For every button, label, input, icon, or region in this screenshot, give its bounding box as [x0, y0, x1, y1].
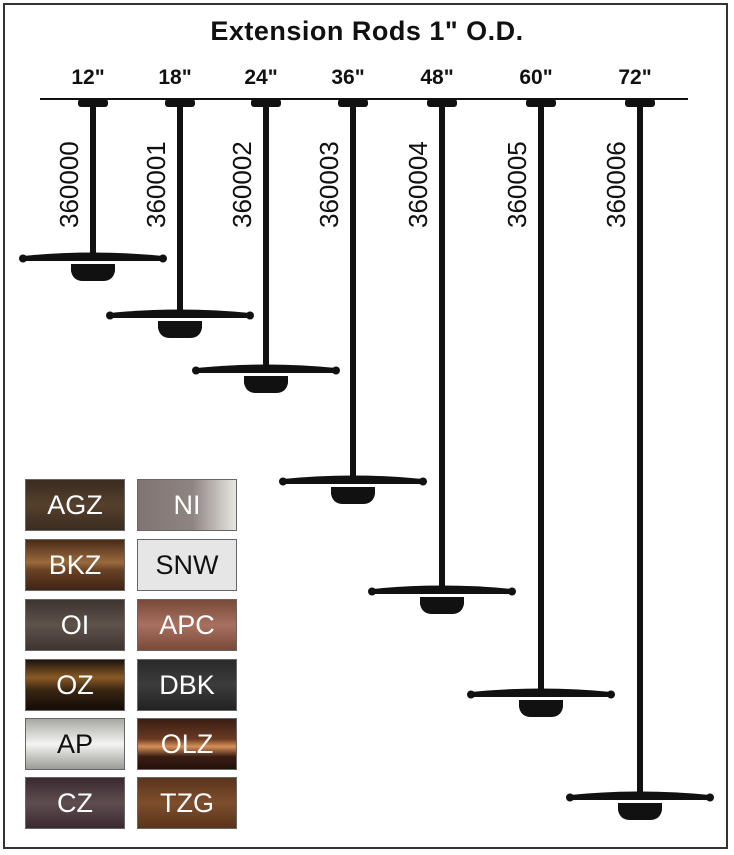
- fan-blades: [110, 309, 250, 318]
- fan-blades: [23, 252, 163, 261]
- extension-rod: [19, 99, 167, 281]
- canopy-mount: [165, 99, 195, 107]
- extension-rod: [368, 99, 516, 614]
- fan-motor: [519, 700, 563, 717]
- finish-swatch-oz: OZ: [25, 659, 125, 711]
- finish-swatch-snw: SNW: [137, 539, 237, 591]
- finish-swatch-apc: APC: [137, 599, 237, 651]
- rod-length-label: 24": [244, 66, 278, 89]
- fan-motor: [158, 321, 202, 338]
- finish-swatch-dbk: DBK: [137, 659, 237, 711]
- fan-blades: [196, 364, 336, 373]
- fan-blades: [372, 585, 512, 594]
- rod: [177, 104, 183, 314]
- fan-blades: [471, 688, 611, 697]
- rod: [263, 104, 269, 369]
- finish-swatch-ni: NI: [137, 479, 237, 531]
- diagram-frame: [3, 3, 728, 849]
- rod-length-label: 36": [331, 66, 365, 89]
- rod-length-label: 48": [420, 66, 454, 89]
- rod: [350, 104, 356, 480]
- finish-swatch-ap: AP: [25, 718, 125, 770]
- fan-blades: [283, 475, 423, 484]
- extension-rod: [566, 99, 714, 820]
- fan-motor: [244, 376, 288, 393]
- canopy-mount: [251, 99, 281, 107]
- rod: [90, 104, 96, 257]
- canopy-mount: [526, 99, 556, 107]
- rod-length-label: 18": [158, 66, 192, 89]
- finish-swatch-cz: CZ: [25, 777, 125, 829]
- extension-rod: [106, 99, 254, 338]
- rod-length-label: 12": [71, 66, 105, 89]
- rod: [637, 104, 643, 796]
- rod-length-label: 60": [519, 66, 553, 89]
- finish-swatch-oi: OI: [25, 599, 125, 651]
- extension-rod: [467, 99, 615, 717]
- canopy-mount: [625, 99, 655, 107]
- finish-swatch-agz: AGZ: [25, 479, 125, 531]
- extension-rod: [192, 99, 340, 393]
- fan-motor: [618, 803, 662, 820]
- canopy-mount: [427, 99, 457, 107]
- rod: [439, 104, 445, 590]
- fan-blades: [570, 791, 710, 800]
- finish-swatch-bkz: BKZ: [25, 539, 125, 591]
- extension-rod: [279, 99, 427, 504]
- canopy-mount: [78, 99, 108, 107]
- fan-motor: [71, 264, 115, 281]
- diagram-title: Extension Rods 1" O.D.: [210, 16, 524, 46]
- canopy-mount: [338, 99, 368, 107]
- fan-motor: [420, 597, 464, 614]
- fan-motor: [331, 487, 375, 504]
- finish-swatch-tzg: TZG: [137, 777, 237, 829]
- rod: [538, 104, 544, 693]
- finish-swatch-olz: OLZ: [137, 718, 237, 770]
- rod-length-label: 72": [618, 66, 652, 89]
